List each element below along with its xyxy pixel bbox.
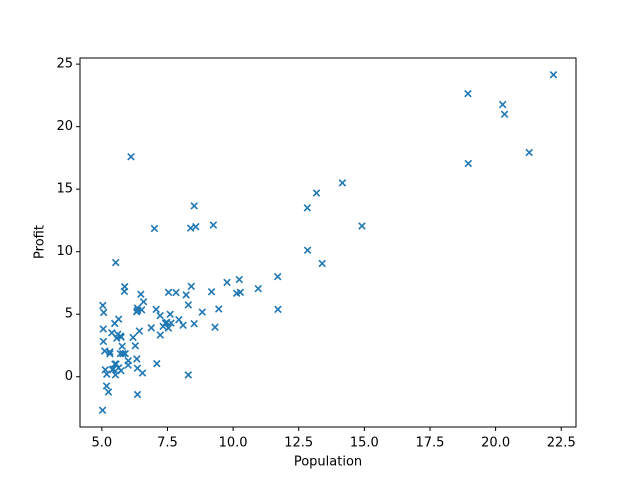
marker — [99, 325, 108, 333]
marker — [273, 272, 282, 281]
marker — [223, 278, 231, 287]
marker — [104, 388, 113, 396]
marker — [99, 337, 108, 346]
marker — [120, 282, 129, 291]
marker — [303, 204, 312, 212]
marker — [318, 259, 326, 268]
y-tick-label: 20 — [56, 119, 73, 134]
marker — [129, 333, 137, 342]
marker — [133, 390, 142, 399]
marker — [303, 246, 312, 254]
marker — [133, 364, 142, 373]
marker — [166, 310, 174, 319]
marker — [235, 275, 244, 284]
y-tick-label: 5 — [65, 307, 73, 322]
marker — [525, 148, 533, 157]
marker — [150, 224, 159, 233]
marker — [211, 323, 219, 331]
marker — [113, 330, 122, 339]
marker — [133, 355, 141, 363]
marker — [124, 361, 132, 369]
marker — [164, 288, 173, 297]
marker — [172, 288, 180, 297]
marker — [192, 222, 200, 231]
marker — [198, 308, 207, 316]
marker — [135, 327, 144, 335]
marker — [186, 224, 195, 232]
x-tick-label: 12.5 — [284, 436, 313, 451]
marker — [116, 349, 125, 358]
marker — [498, 100, 507, 109]
marker — [152, 305, 160, 314]
y-tick-label: 15 — [56, 182, 73, 197]
marker — [175, 315, 183, 324]
marker — [118, 342, 126, 350]
marker — [156, 311, 164, 320]
marker — [190, 319, 198, 328]
marker — [117, 366, 125, 375]
marker — [358, 222, 366, 230]
marker — [99, 301, 107, 310]
marker — [137, 290, 145, 298]
marker — [111, 258, 120, 267]
x-tick-label: 5.0 — [91, 436, 112, 451]
marker — [236, 288, 245, 297]
x-tick-label: 17.5 — [416, 436, 445, 451]
marker — [109, 365, 118, 373]
marker — [182, 291, 190, 299]
marker — [111, 360, 119, 368]
marker — [111, 371, 120, 379]
marker — [184, 301, 193, 309]
marker — [106, 348, 114, 356]
marker — [106, 349, 114, 358]
y-tick-label: 10 — [56, 244, 73, 259]
marker — [500, 110, 509, 119]
marker — [147, 324, 156, 332]
marker — [139, 297, 148, 306]
x-tick-label: 15.0 — [350, 436, 379, 451]
marker — [254, 284, 262, 293]
marker — [101, 365, 110, 374]
marker — [549, 71, 558, 79]
x-tick-label: 20.0 — [481, 436, 510, 451]
marker — [209, 221, 218, 229]
marker — [99, 308, 108, 317]
marker — [102, 382, 111, 390]
marker — [119, 349, 127, 358]
marker — [153, 359, 161, 368]
marker — [274, 305, 282, 314]
marker — [131, 342, 140, 350]
x-tick-label: 22.5 — [547, 436, 576, 451]
marker — [156, 331, 165, 339]
y-tick-label: 25 — [56, 57, 73, 72]
marker — [133, 304, 142, 312]
marker — [184, 371, 193, 379]
marker — [190, 202, 198, 210]
marker — [464, 89, 472, 98]
marker — [98, 406, 107, 415]
x-tick-label: 7.5 — [157, 436, 178, 451]
x-tick-label: 10.0 — [219, 436, 248, 451]
marker — [179, 321, 187, 330]
marker — [464, 159, 473, 168]
y-tick-label: 0 — [65, 369, 73, 384]
marker — [187, 282, 196, 291]
x-axis-label: Population — [294, 455, 362, 470]
plot-frame — [79, 57, 577, 428]
marker — [207, 287, 216, 296]
marker — [159, 322, 167, 331]
marker — [214, 305, 223, 313]
marker — [164, 324, 173, 332]
marker — [312, 189, 321, 197]
y-axis-label: Profit — [33, 225, 48, 259]
marker — [338, 179, 347, 187]
marker — [127, 152, 135, 161]
marker — [167, 319, 175, 327]
marker — [137, 306, 146, 314]
marker — [114, 315, 123, 323]
marker — [103, 370, 111, 378]
